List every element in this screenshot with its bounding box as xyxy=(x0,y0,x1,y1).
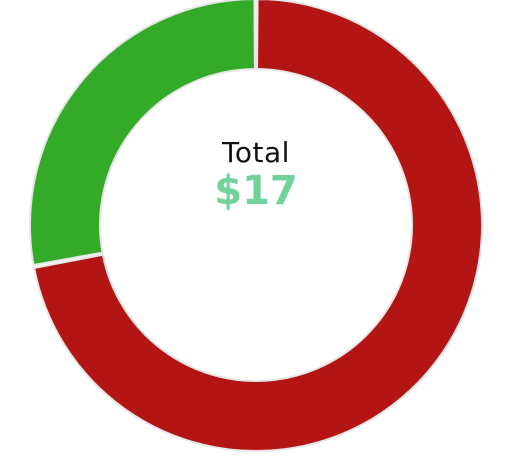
total-title: Total xyxy=(222,136,290,169)
donut-slices xyxy=(29,0,483,452)
center-label: Total $17 xyxy=(156,136,356,212)
donut-slice-1[interactable] xyxy=(29,0,256,266)
donut-slice-0[interactable] xyxy=(33,0,483,452)
total-value: $17 xyxy=(214,168,298,214)
